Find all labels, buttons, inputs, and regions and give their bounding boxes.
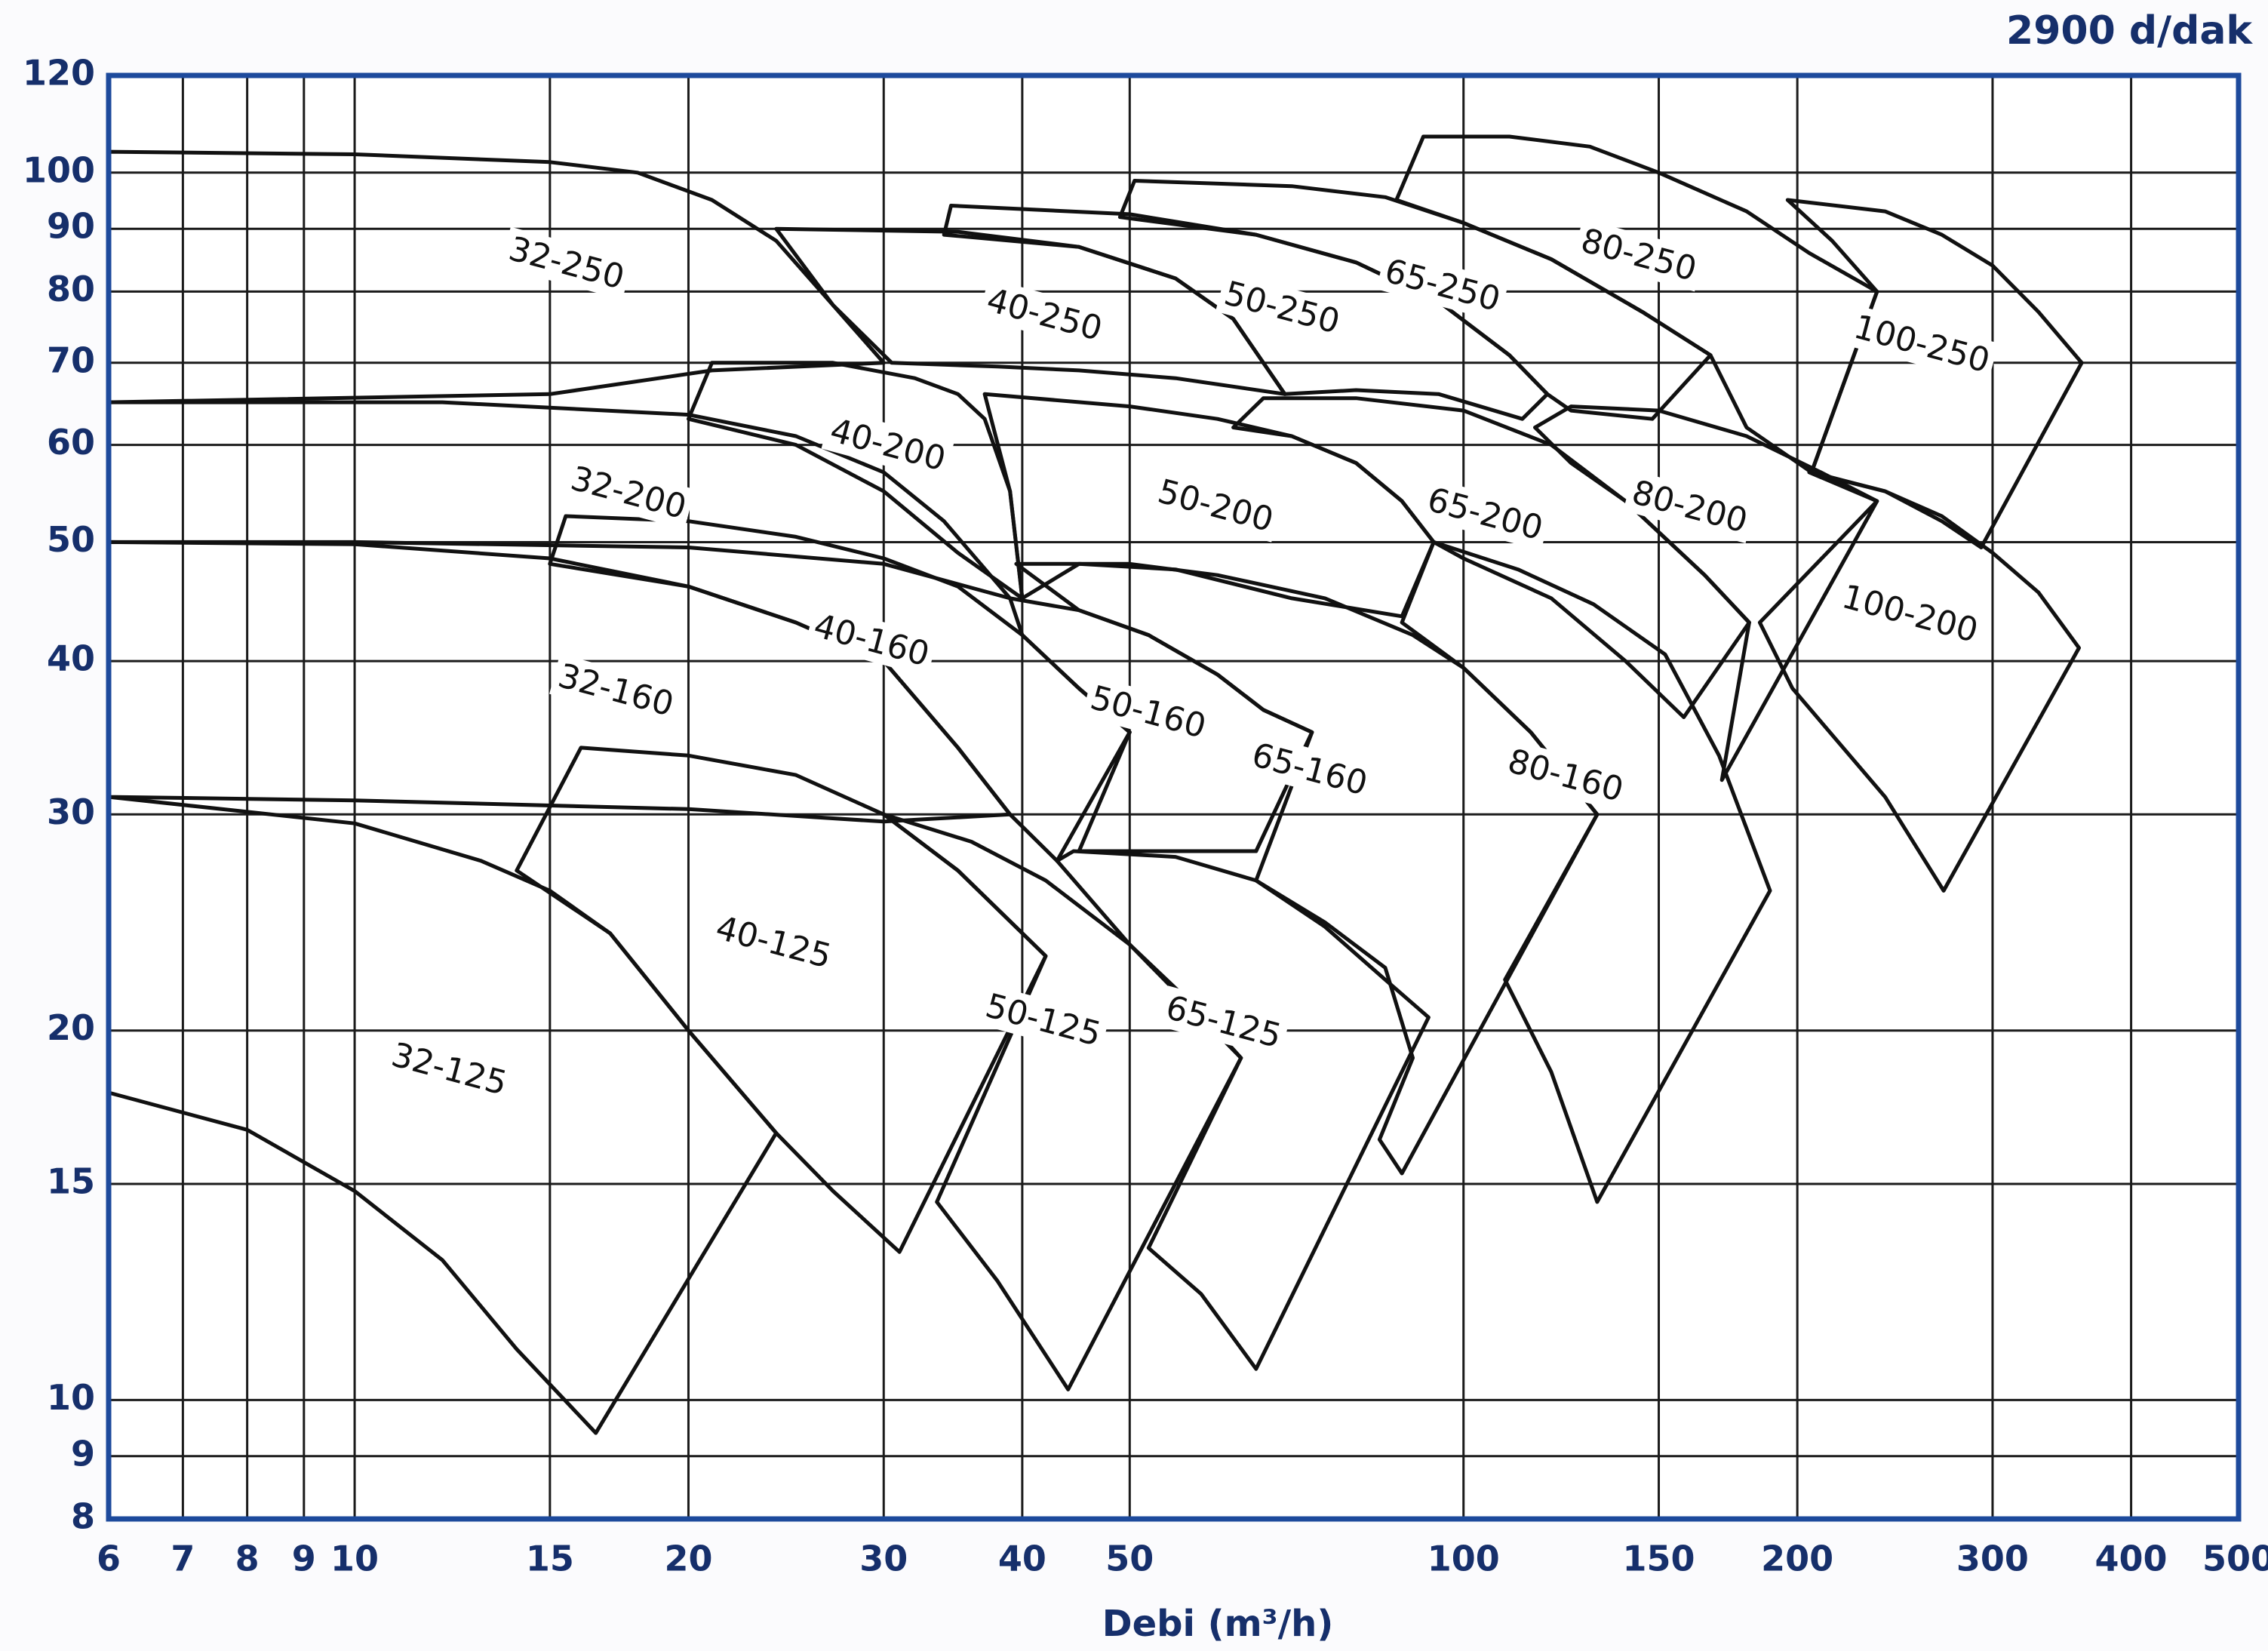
region-label-background — [978, 278, 1111, 352]
x-axis-label: Debi (m³/h) — [1102, 1603, 1334, 1645]
region-label-background — [1833, 574, 1987, 653]
pump-region — [1785, 198, 2084, 549]
y-tick-label: 90 — [47, 206, 95, 247]
plot-frame — [106, 72, 2242, 1522]
y-tick-label: 40 — [47, 638, 95, 679]
region-label-background — [1243, 733, 1376, 806]
y-tick-label: 100 — [23, 149, 95, 190]
region-label-background — [1418, 478, 1552, 551]
y-tick-label: 10 — [47, 1377, 95, 1418]
region-label-background — [1148, 469, 1283, 543]
x-tick-label: 300 — [1956, 1539, 2029, 1579]
region-label-background — [804, 604, 939, 677]
y-tick-label: 70 — [47, 340, 95, 380]
region-label-background — [1498, 739, 1633, 813]
region-label-background — [707, 905, 841, 979]
x-tick-label: 8 — [235, 1539, 260, 1579]
x-tick-label: 200 — [1761, 1539, 1833, 1579]
region-label-background — [821, 408, 954, 481]
region-label-background — [383, 1032, 516, 1106]
y-tick-label: 120 — [23, 53, 95, 94]
region-label-background — [1215, 271, 1349, 345]
x-tick-label: 6 — [97, 1539, 121, 1579]
x-tick-label: 500 — [2202, 1539, 2268, 1579]
region-label-background — [499, 226, 634, 300]
x-tick-label: 150 — [1623, 1539, 1695, 1579]
pump-region — [106, 149, 886, 404]
y-tick-label: 15 — [47, 1161, 95, 1201]
y-tick-label: 20 — [47, 1007, 95, 1048]
pump-region — [881, 812, 1243, 1391]
region-label-background — [561, 456, 696, 530]
pump-region — [1014, 561, 1600, 1176]
region-label-background — [1375, 248, 1510, 322]
pump-region — [1231, 396, 1751, 719]
pump-region — [106, 795, 779, 1435]
y-tick-label: 60 — [47, 422, 95, 463]
y-tick-label: 9 — [71, 1433, 95, 1474]
x-tick-label: 15 — [526, 1539, 574, 1579]
x-tick-label: 20 — [664, 1539, 712, 1579]
y-tick-label: 50 — [47, 519, 95, 560]
pump-region — [106, 400, 1013, 601]
y-tick-label: 80 — [47, 269, 95, 309]
region-label-background — [1572, 218, 1706, 292]
x-tick-label: 7 — [171, 1539, 195, 1579]
region-label-background — [976, 983, 1110, 1057]
pump-region — [1533, 404, 1879, 782]
x-tick-label: 30 — [859, 1539, 908, 1579]
y-tick-label: 8 — [71, 1496, 95, 1537]
region-label-background — [1081, 675, 1215, 749]
region-label-background — [1157, 985, 1290, 1059]
pump-region — [687, 361, 1025, 601]
x-tick-label: 40 — [998, 1539, 1046, 1579]
x-tick-label: 10 — [330, 1539, 379, 1579]
region-label-background — [549, 653, 683, 727]
pump-region — [1400, 540, 1772, 1204]
y-tick-label: 30 — [47, 792, 95, 832]
region-label-background — [1623, 470, 1756, 543]
x-tick-label: 400 — [2095, 1539, 2168, 1579]
chart-title: 2900 d/dak — [2006, 8, 2253, 54]
x-tick-label: 9 — [292, 1539, 316, 1579]
pump-region — [1757, 470, 2081, 893]
pump-region — [942, 204, 1550, 421]
x-tick-label: 100 — [1427, 1539, 1500, 1579]
region-label-background — [1845, 305, 1999, 383]
pump-region — [1055, 849, 1431, 1371]
x-tick-label: 50 — [1105, 1539, 1154, 1579]
